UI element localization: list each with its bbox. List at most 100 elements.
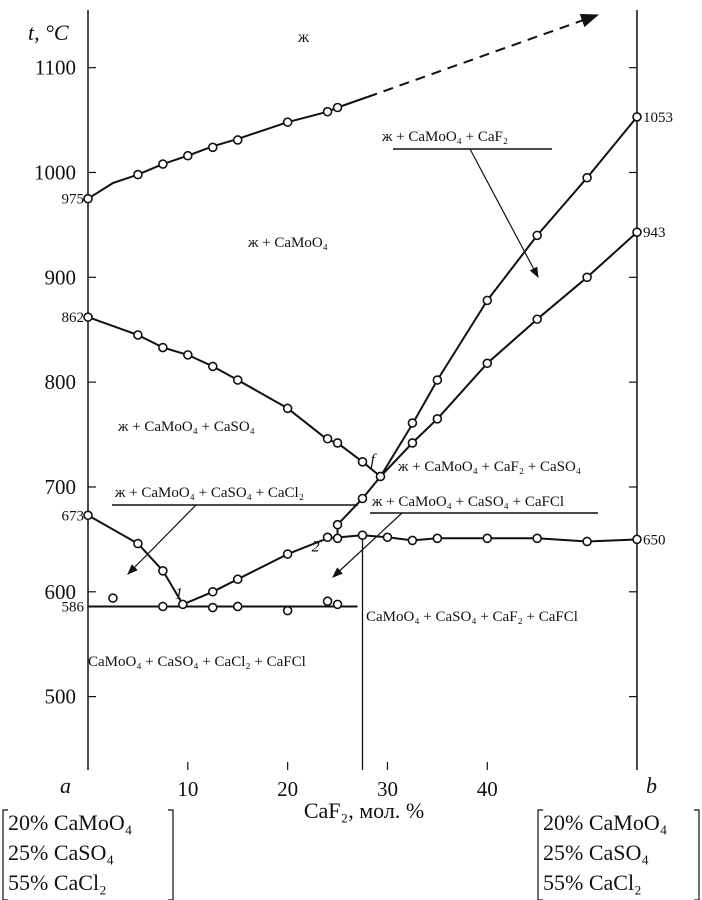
data-point xyxy=(207,142,218,153)
end-label-a: a xyxy=(60,773,71,798)
data-point xyxy=(207,586,218,597)
x-tick-label: 10 xyxy=(177,777,198,801)
data-point xyxy=(158,342,168,353)
region-label-r7: CaMoO₄ + CaSO₄ + CaF₂ + CaFCl xyxy=(366,609,578,625)
region-label-r1: ж + CaMoO₄ xyxy=(247,235,328,251)
data-point xyxy=(407,535,418,546)
data-point xyxy=(83,510,93,521)
y-tick-label: 1000 xyxy=(34,160,76,184)
x-axis-label: CaF₂, мол. % xyxy=(304,798,424,823)
data-point xyxy=(232,601,243,612)
data-point xyxy=(332,438,343,448)
data-point xyxy=(158,566,168,576)
right-composition-line: 55% CaCl₂ xyxy=(543,870,642,895)
value-label: 943 xyxy=(643,225,666,241)
y-tick-label: 700 xyxy=(45,475,77,499)
region-label-r3: ж + CaMoO₄ + CaSO₄ + CaCl₂ xyxy=(114,485,304,501)
left-composition: 20% CaMoO₄ 25% CaSO₄ 55% CaCl₂ xyxy=(2,809,174,900)
left-composition-line: 20% CaMoO₄ xyxy=(8,810,132,835)
y-tick-label: 600 xyxy=(45,580,77,604)
region-label-r5: ж + CaMoO₄ + CaSO₄ + CaFCl xyxy=(371,494,564,510)
data-point xyxy=(532,533,542,544)
data-point xyxy=(322,596,333,607)
data-point xyxy=(382,532,393,543)
data-point xyxy=(207,361,218,372)
x-tick-label: 30 xyxy=(377,777,398,801)
region-label-r8: CaMoO₄ + CaSO₄ + CaCl₂ + CaFCl xyxy=(88,654,306,670)
data-point xyxy=(232,574,243,585)
data-point xyxy=(282,117,293,127)
phase-boundary-line xyxy=(379,116,638,478)
end-label-b: b xyxy=(646,773,657,798)
region-label-liquid: ж xyxy=(297,29,310,46)
phase-boundary-line xyxy=(87,514,184,605)
point-label: 2 xyxy=(312,538,320,555)
data-point xyxy=(183,150,193,161)
data-point xyxy=(357,457,368,467)
right-composition: 20% CaMoO₄ 25% CaSO₄ 55% CaCl₂ xyxy=(537,809,700,900)
data-point xyxy=(232,135,243,145)
x-tick-label: 20 xyxy=(277,777,298,801)
phase-boundary-line xyxy=(87,316,382,478)
left-composition-line: 55% CaCl₂ xyxy=(8,870,107,895)
data-point xyxy=(332,599,343,610)
data-point xyxy=(83,193,93,204)
data-point xyxy=(482,533,493,544)
data-point xyxy=(482,358,493,369)
value-label: 975 xyxy=(62,192,85,208)
data-point xyxy=(632,534,642,545)
data-point xyxy=(178,599,188,610)
data-point xyxy=(207,602,218,613)
data-point xyxy=(282,605,293,616)
data-point xyxy=(133,330,143,340)
value-label: 1053 xyxy=(643,110,673,126)
data-point xyxy=(407,438,418,448)
data-point xyxy=(357,493,368,504)
data-point xyxy=(582,272,592,283)
data-point xyxy=(282,403,293,414)
data-point xyxy=(158,601,168,612)
data-point xyxy=(632,227,642,238)
data-point xyxy=(183,350,193,360)
data-point xyxy=(407,418,418,428)
arrow-r5 xyxy=(332,512,403,578)
region-label-r6: ж + CaMoO₄ + CaF₂ xyxy=(381,129,508,145)
y-tick-label: 1100 xyxy=(35,56,76,80)
liquidus-extrapolation-line xyxy=(367,13,599,98)
region-label-r4: ж + CaMoO₄ + CaF₂ + CaSO₄ xyxy=(397,459,581,475)
value-label: 862 xyxy=(62,310,85,326)
arrow-r6 xyxy=(469,148,539,279)
data-point xyxy=(322,106,333,117)
data-point xyxy=(632,112,642,122)
phase-boundary-line xyxy=(379,231,638,478)
right-composition-line: 25% CaSO₄ xyxy=(543,840,649,865)
data-point xyxy=(482,295,493,306)
data-point xyxy=(432,533,443,544)
data-point xyxy=(582,172,592,183)
y-tick-label: 500 xyxy=(45,685,77,709)
value-label: 650 xyxy=(643,532,666,548)
region-label-r2: ж + CaMoO₄ + CaSO₄ xyxy=(117,419,255,435)
y-tick-label: 900 xyxy=(45,265,77,289)
data-point xyxy=(332,533,343,544)
data-point xyxy=(332,519,343,530)
left-composition-line: 25% CaSO₄ xyxy=(8,840,114,865)
value-label: 673 xyxy=(62,508,85,524)
data-point xyxy=(158,159,168,169)
data-point xyxy=(322,433,333,444)
data-point xyxy=(375,471,386,482)
data-point xyxy=(133,538,143,549)
data-point xyxy=(532,314,542,325)
data-point xyxy=(357,530,368,540)
x-tick-label: 40 xyxy=(477,777,498,801)
data-point xyxy=(232,375,243,385)
data-point xyxy=(582,536,592,547)
data-point xyxy=(282,549,293,559)
data-point xyxy=(133,169,143,180)
y-tick-label: 800 xyxy=(45,370,77,394)
data-point xyxy=(108,593,118,603)
arrow-r3 xyxy=(127,504,197,575)
data-point xyxy=(532,230,542,241)
value-label: 586 xyxy=(62,599,85,615)
